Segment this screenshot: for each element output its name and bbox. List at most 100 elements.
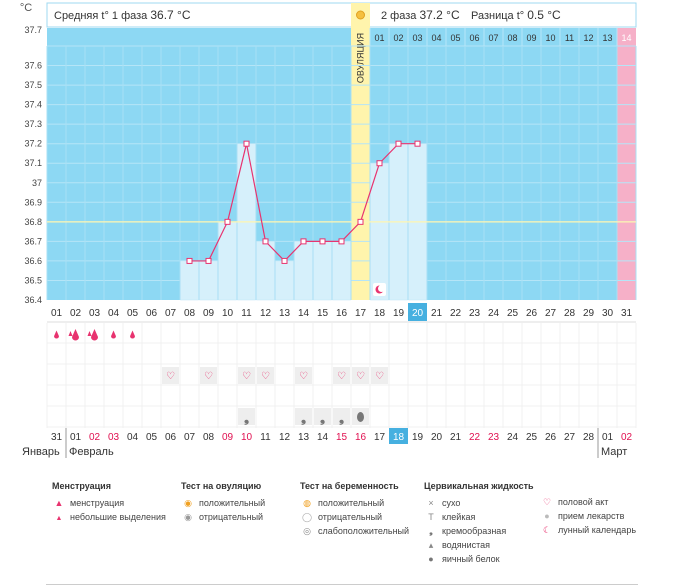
- cycle-day-number: 12: [260, 308, 272, 319]
- last-day-column: [617, 28, 636, 300]
- month-february: Февраль: [69, 446, 114, 458]
- calendar-date: 14: [317, 432, 329, 443]
- menstruation-drop-icon: [130, 330, 135, 339]
- legend-bottom-divider: [46, 584, 638, 585]
- calendar-date: 08: [203, 432, 215, 443]
- phase2-day-number: 06: [469, 33, 479, 43]
- menstruation-drop-icon: [91, 329, 98, 341]
- cycle-day-number: 20: [412, 308, 424, 319]
- phase2-day-number: 08: [507, 33, 517, 43]
- calendar-date: 16: [355, 432, 367, 443]
- creamy-mucus-icon: ❟: [244, 410, 249, 426]
- phase2-day-number: 01: [374, 33, 384, 43]
- lunar-icon: ☾: [542, 525, 552, 535]
- cycle-day-number: 16: [336, 308, 348, 319]
- intercourse-icon: ♡: [542, 497, 552, 507]
- phase2-day-number: 02: [393, 33, 403, 43]
- ovulation-test-positive-icon: ◉: [184, 498, 192, 508]
- cycle-day-number: 10: [222, 308, 234, 319]
- legend-pregnancy-test: Тест на беременность ◍ положительный ◯ отр…: [300, 481, 410, 536]
- calendar-date: 23: [488, 432, 500, 443]
- cycle-day-number: 08: [184, 308, 196, 319]
- mucus-cell: [295, 408, 312, 425]
- heart-icon: ♡: [337, 371, 346, 382]
- y-tick-label: 37.7: [24, 25, 42, 35]
- phase2-day-number: 05: [450, 33, 460, 43]
- calendar-date: 06: [165, 432, 177, 443]
- bbt-chart: °C ОВУЛЯЦИЯ 01 02 03 04 05 06 07 08 09 10 11 12 13 14 36…: [20, 2, 637, 458]
- pregnancy-test-positive-icon: ◍: [303, 498, 311, 508]
- temperature-bar: [180, 260, 199, 301]
- temperature-bar: [275, 260, 294, 301]
- phase2-day-number: 12: [583, 33, 593, 43]
- pregnancy-test-negative-icon: ◯: [301, 512, 313, 522]
- phase2-day-number: 04: [431, 33, 441, 43]
- calendar-date: 26: [545, 432, 557, 443]
- menstruation-drop-icon: [72, 329, 79, 341]
- temperature-point: [262, 238, 269, 245]
- menstruation-small-drop-icon: [68, 331, 73, 336]
- phase1-average: Средняя t° 1 фаза 36.7 °C: [54, 8, 191, 22]
- phase2-day-number: 11: [565, 33, 574, 43]
- menstruation-small-drop-icon: [87, 331, 92, 336]
- cycle-day-number: 05: [127, 308, 139, 319]
- temperature-bar: [294, 241, 313, 301]
- calendar-date: 19: [412, 432, 424, 443]
- y-tick-label: 37.4: [24, 100, 42, 110]
- mucus-cell: [333, 408, 350, 425]
- y-tick-label: 37: [32, 178, 42, 188]
- calendar-date: 21: [450, 432, 462, 443]
- dry-icon: ×: [428, 498, 434, 508]
- temperature-point: [186, 257, 193, 264]
- heart-icon: ♡: [299, 371, 308, 382]
- phase2-day-number: 13: [602, 33, 612, 43]
- temperature-point: [395, 140, 402, 147]
- y-tick-label: 37.1: [24, 158, 42, 168]
- unit-label: °C: [20, 2, 32, 14]
- temperature-point: [414, 140, 421, 147]
- cycle-day-number: 11: [241, 308, 252, 319]
- y-tick-label: 36.4: [24, 295, 42, 305]
- intercourse-cell: [352, 367, 369, 384]
- phase2-average: 2 фаза 37.2 °C: [381, 8, 460, 22]
- creamy-mucus-icon: ❟: [339, 410, 344, 426]
- calendar-date: 01: [70, 432, 82, 443]
- ovulation-label: ОВУЛЯЦИЯ: [356, 33, 366, 83]
- heart-icon: ♡: [356, 371, 365, 382]
- y-tick-label: 36.6: [24, 256, 42, 266]
- temperature-point: [376, 160, 383, 167]
- legend-menstruation: Менструация ▲ менструация ▲ небольшие выде…: [52, 481, 166, 524]
- intercourse-cell: [295, 367, 312, 384]
- cycle-day-number: 29: [583, 308, 595, 319]
- y-tick-label: 36.5: [24, 275, 42, 285]
- temperature-point: [300, 238, 307, 245]
- cycle-day-number: 23: [469, 308, 481, 319]
- y-tick-label: 36.9: [24, 197, 42, 207]
- cycle-day-number: 04: [108, 308, 120, 319]
- sticky-icon: T: [428, 512, 434, 522]
- calendar-date: 17: [374, 432, 386, 443]
- calendar-date: 27: [564, 432, 576, 443]
- calendar-date: 20: [431, 432, 443, 443]
- heart-icon: ♡: [375, 371, 384, 382]
- calendar-date: 05: [146, 432, 158, 443]
- cycle-day-number: 03: [89, 308, 101, 319]
- calendar-date: 01: [602, 432, 614, 443]
- ovulation-test-negative-icon: ◉: [184, 512, 192, 522]
- cycle-day-number: 21: [431, 308, 443, 319]
- calendar-date: 25: [526, 432, 538, 443]
- cycle-day-number: 22: [450, 308, 462, 319]
- creamy-mucus-icon: ❟: [320, 410, 325, 426]
- temperature-bar: [199, 260, 218, 301]
- creamy-mucus-icon: ❟: [301, 410, 306, 426]
- cycle-day-number: 14: [298, 308, 310, 319]
- intercourse-cell: [257, 367, 274, 384]
- cycle-day-number: 06: [146, 308, 158, 319]
- pregnancy-test-weak-icon: ◎: [303, 526, 311, 536]
- temperature-bar: [313, 241, 332, 301]
- intercourse-cell: [333, 367, 350, 384]
- phase2-day-number: 10: [545, 33, 555, 43]
- y-tick-label: 36.8: [24, 217, 42, 227]
- temperature-difference: Разница t° 0.5 °C: [471, 8, 561, 22]
